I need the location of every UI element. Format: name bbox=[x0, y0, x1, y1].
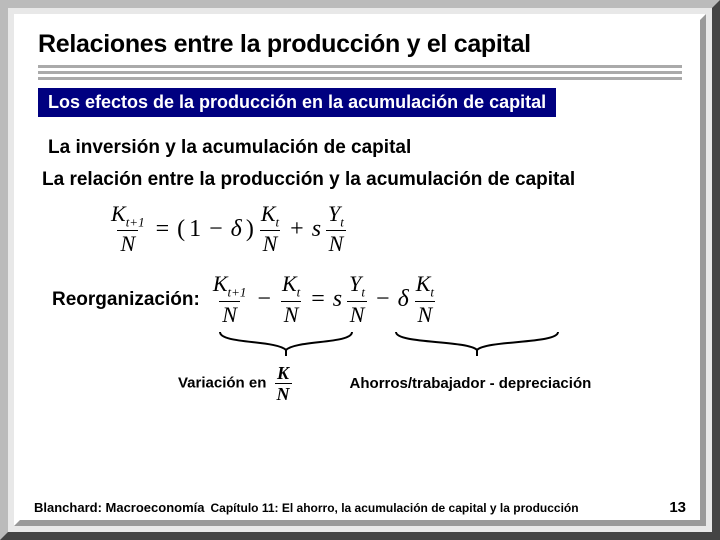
outer-frame: Relaciones entre la producción y el capi… bbox=[0, 0, 720, 540]
subheading-1: La inversión y la acumulación de capital bbox=[48, 137, 682, 159]
brace-left bbox=[216, 330, 356, 358]
page-number: 13 bbox=[669, 499, 686, 516]
equation-main: Kt+1 N = (1−δ) Kt N + s Yt N bbox=[108, 203, 682, 255]
section-box: Los efectos de la producción en la acumu… bbox=[38, 88, 556, 117]
subscript: t+1 bbox=[126, 214, 145, 229]
footer: Blanchard: Macroeconomía Capítulo 11: El… bbox=[34, 499, 686, 516]
kn-fraction: K N bbox=[275, 364, 292, 403]
footer-author: Blanchard: Macroeconomía bbox=[34, 500, 205, 515]
page-title: Relaciones entre la producción y el capi… bbox=[38, 30, 682, 59]
slide-body: Relaciones entre la producción y el capi… bbox=[20, 20, 700, 520]
variation-label: Variación en K N bbox=[178, 364, 292, 403]
footer-chapter: Capítulo 11: El ahorro, la acumulación d… bbox=[211, 501, 579, 515]
horizontal-rule bbox=[38, 65, 682, 80]
brace-labels: Variación en K N Ahorros/trabajador - de… bbox=[138, 364, 682, 403]
brace-row bbox=[216, 330, 682, 358]
reorg-label: Reorganización: bbox=[52, 289, 200, 311]
brace-right bbox=[392, 330, 562, 358]
reorganization-row: Reorganización: Kt+1 N − Kt N = s Yt bbox=[52, 273, 682, 325]
inner-frame: Relaciones entre la producción y el capi… bbox=[14, 14, 706, 526]
subheading-2: La relación entre la producción y la acu… bbox=[42, 169, 682, 191]
savings-label: Ahorros/trabajador - depreciación bbox=[350, 375, 592, 392]
equation-reorg: Kt+1 N − Kt N = s Yt N − δ bbox=[210, 273, 437, 325]
